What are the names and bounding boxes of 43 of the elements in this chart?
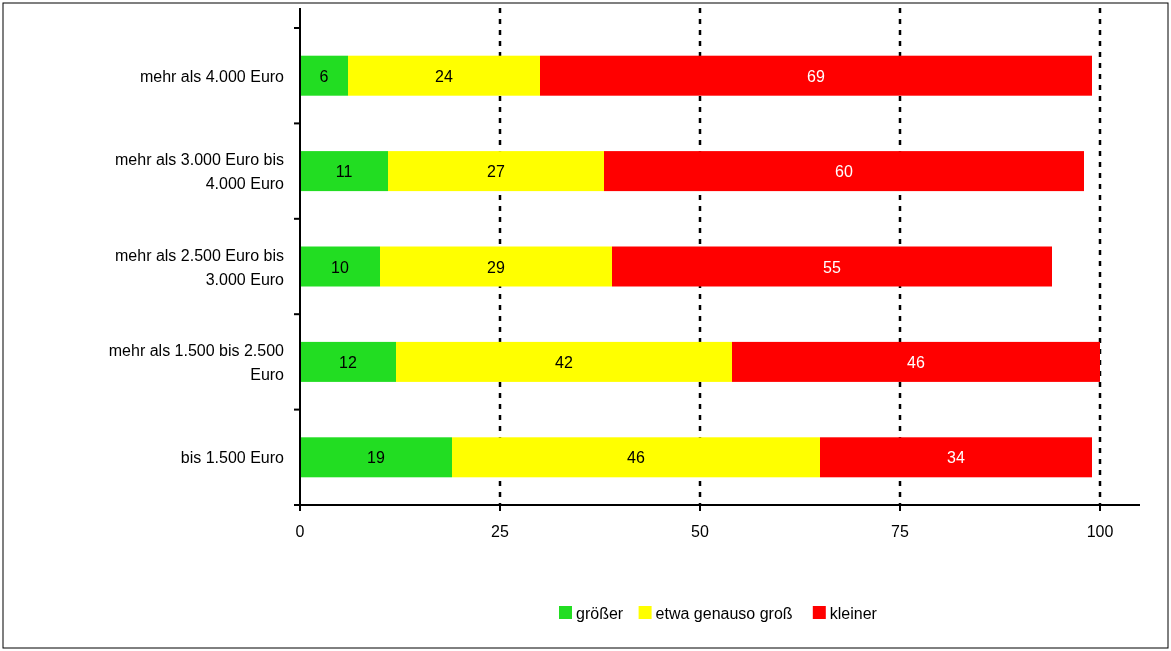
bar [300,341,396,382]
data-label: 69 [807,67,825,85]
legend-label: kleiner [829,605,878,622]
bar [300,246,380,287]
bar [612,246,1052,287]
x-tick-label: 50 [691,523,709,540]
y-tick-label: mehr als 3.000 Euro bis 4.000 Euro [115,151,285,193]
legend-label: größer [576,605,624,622]
bar [820,437,1092,478]
data-label: 11 [335,163,353,181]
data-label: 29 [487,258,505,276]
bar [604,151,1084,192]
bar [300,437,452,478]
data-label: 46 [627,449,645,467]
y-tick-label: bis 1.500 Euro [180,449,285,467]
bar [540,55,1092,96]
data-label: 34 [947,449,965,467]
data-label: 19 [367,449,385,467]
y-tick-label: mehr als 2.500 Euro bis 3.000 Euro [115,246,285,288]
x-tick-label: 75 [891,523,909,540]
y-tick-label: mehr als 1.500 bis 2.500 Euro [108,341,285,383]
legend-label: etwa genauso groß [655,605,793,622]
bar [732,341,1100,382]
data-label: 24 [435,67,453,85]
bar [380,246,612,287]
x-tick-label: 25 [491,523,509,540]
bar [452,437,820,478]
data-label: 46 [907,353,925,371]
data-label: 60 [835,163,853,181]
bar [300,151,388,192]
data-label: 10 [331,258,349,276]
x-tick-label: 100 [1086,523,1114,540]
bar [348,55,540,96]
data-label: 55 [823,258,841,276]
x-tick-label: 0 [295,523,305,540]
bar [388,151,604,192]
data-label: 42 [555,353,573,371]
y-tick-label: mehr als 4.000 Euro [139,67,285,85]
bar [300,55,348,96]
bar [396,341,732,382]
data-label: 12 [339,353,357,371]
data-label: 6 [319,67,329,85]
data-label: 27 [487,163,505,181]
